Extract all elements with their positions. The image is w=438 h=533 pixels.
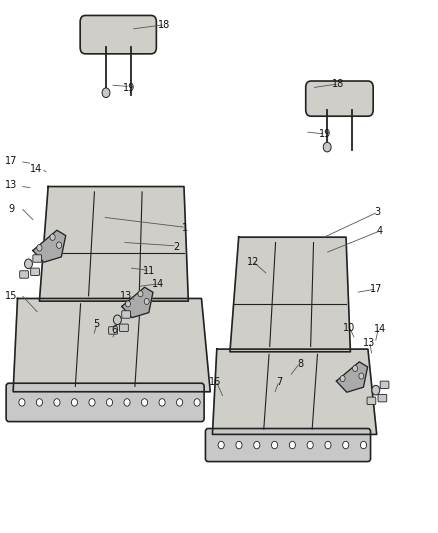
- Circle shape: [340, 376, 345, 382]
- Circle shape: [372, 385, 380, 395]
- Circle shape: [290, 441, 295, 449]
- Polygon shape: [39, 187, 188, 301]
- Circle shape: [144, 298, 149, 304]
- Circle shape: [19, 399, 25, 406]
- FancyBboxPatch shape: [31, 268, 39, 276]
- Text: 13: 13: [363, 338, 375, 348]
- FancyBboxPatch shape: [367, 397, 376, 405]
- Text: 11: 11: [143, 266, 155, 276]
- Text: 3: 3: [374, 207, 381, 217]
- FancyBboxPatch shape: [6, 383, 204, 422]
- Text: 1: 1: [182, 223, 188, 233]
- Circle shape: [113, 315, 121, 325]
- Circle shape: [360, 441, 367, 449]
- Circle shape: [236, 441, 242, 449]
- Circle shape: [343, 441, 349, 449]
- Text: 18: 18: [158, 20, 170, 30]
- Polygon shape: [230, 237, 350, 352]
- Polygon shape: [122, 287, 153, 318]
- FancyBboxPatch shape: [20, 271, 28, 278]
- Polygon shape: [13, 298, 210, 392]
- Circle shape: [50, 234, 55, 240]
- Text: 13: 13: [5, 181, 17, 190]
- FancyBboxPatch shape: [80, 15, 156, 54]
- Circle shape: [353, 366, 357, 372]
- Circle shape: [36, 399, 42, 406]
- FancyBboxPatch shape: [380, 381, 389, 389]
- Text: 7: 7: [276, 377, 283, 387]
- Text: 13: 13: [120, 292, 132, 301]
- Circle shape: [325, 441, 331, 449]
- Circle shape: [138, 291, 143, 297]
- Circle shape: [177, 399, 183, 406]
- Text: 19: 19: [319, 130, 331, 139]
- FancyBboxPatch shape: [378, 394, 387, 402]
- Text: 14: 14: [30, 165, 42, 174]
- FancyBboxPatch shape: [205, 429, 371, 462]
- FancyBboxPatch shape: [120, 324, 128, 332]
- Circle shape: [37, 245, 42, 251]
- Text: 4: 4: [377, 226, 383, 236]
- Circle shape: [71, 399, 78, 406]
- Polygon shape: [33, 230, 66, 262]
- FancyBboxPatch shape: [306, 81, 373, 116]
- Text: 8: 8: [297, 359, 303, 369]
- Circle shape: [54, 399, 60, 406]
- FancyBboxPatch shape: [33, 255, 42, 262]
- Text: 10: 10: [343, 323, 356, 333]
- Text: 6: 6: [112, 325, 118, 335]
- Circle shape: [194, 399, 200, 406]
- Text: 9: 9: [8, 204, 14, 214]
- Polygon shape: [212, 349, 377, 434]
- Circle shape: [102, 88, 110, 98]
- Circle shape: [106, 399, 113, 406]
- Text: 2: 2: [173, 242, 179, 252]
- Circle shape: [323, 142, 331, 152]
- FancyBboxPatch shape: [122, 311, 131, 318]
- Text: 12: 12: [247, 257, 259, 267]
- Polygon shape: [336, 362, 367, 392]
- Text: 19: 19: [123, 83, 135, 93]
- Text: 14: 14: [374, 325, 386, 334]
- Circle shape: [307, 441, 313, 449]
- Circle shape: [25, 259, 32, 269]
- Circle shape: [359, 373, 364, 379]
- Text: 17: 17: [370, 284, 382, 294]
- Circle shape: [218, 441, 224, 449]
- Circle shape: [254, 441, 260, 449]
- Text: 17: 17: [5, 156, 17, 166]
- Circle shape: [272, 441, 278, 449]
- Text: 16: 16: [209, 377, 222, 387]
- Circle shape: [159, 399, 165, 406]
- Text: 14: 14: [152, 279, 165, 288]
- FancyBboxPatch shape: [109, 327, 117, 334]
- Circle shape: [57, 242, 62, 248]
- Text: 5: 5: [93, 319, 99, 328]
- Circle shape: [126, 301, 131, 307]
- Text: 18: 18: [332, 79, 344, 88]
- Circle shape: [124, 399, 130, 406]
- Text: 15: 15: [5, 291, 17, 301]
- Circle shape: [89, 399, 95, 406]
- Circle shape: [141, 399, 148, 406]
